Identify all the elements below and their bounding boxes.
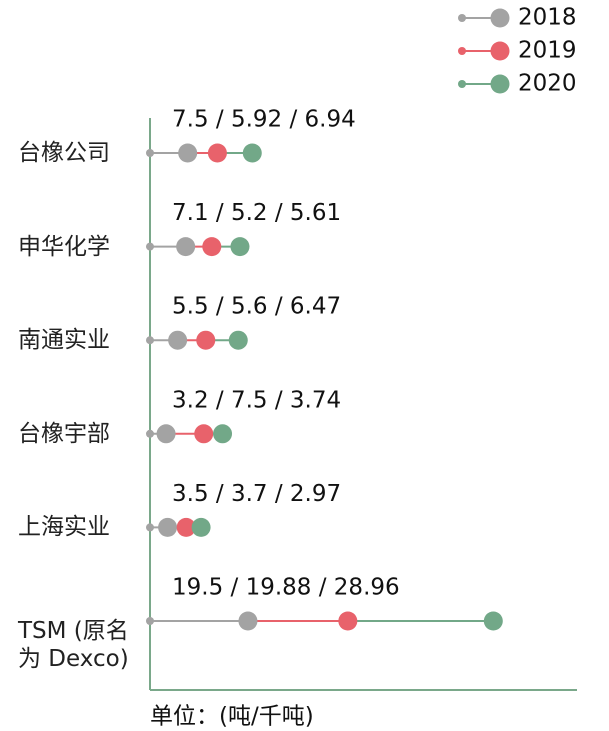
legend-small-dot bbox=[458, 14, 466, 22]
dot bbox=[338, 611, 358, 631]
value-label: 5.5 / 5.6 / 6.47 bbox=[172, 294, 341, 320]
dot bbox=[194, 424, 214, 444]
legend-label: 2019 bbox=[518, 38, 577, 64]
dot bbox=[238, 611, 258, 631]
category-label: TSM (原名为 Dexco) bbox=[18, 618, 129, 672]
legend-label: 2020 bbox=[518, 71, 577, 97]
category-label: 台橡宇部 bbox=[18, 420, 110, 447]
dot bbox=[230, 237, 250, 257]
dot bbox=[191, 517, 211, 537]
legend-dot bbox=[490, 41, 510, 61]
category-label: 申华化学 bbox=[18, 233, 110, 260]
dot bbox=[158, 517, 178, 537]
dot bbox=[207, 143, 227, 163]
start-dot bbox=[146, 429, 154, 438]
dot bbox=[156, 424, 176, 444]
legend-dot bbox=[490, 8, 510, 28]
value-label: 7.1 / 5.2 / 5.61 bbox=[172, 200, 341, 226]
dot bbox=[176, 517, 196, 537]
dot bbox=[168, 330, 188, 350]
legend-dot bbox=[490, 74, 510, 94]
dot bbox=[228, 330, 248, 350]
dot bbox=[213, 424, 233, 444]
start-dot bbox=[146, 617, 154, 625]
dot bbox=[176, 237, 196, 257]
dot bbox=[202, 237, 222, 257]
category-label: 上海实业 bbox=[18, 514, 110, 541]
legend-label: 2018 bbox=[518, 5, 577, 31]
dot bbox=[242, 143, 262, 163]
value-label: 3.5 / 3.7 / 2.97 bbox=[172, 481, 341, 507]
start-dot bbox=[146, 242, 154, 251]
dot bbox=[196, 330, 216, 350]
start-dot bbox=[146, 149, 154, 157]
start-dot bbox=[146, 336, 154, 345]
category-label: 南通实业 bbox=[18, 327, 110, 354]
dot bbox=[483, 611, 503, 631]
legend-small-dot bbox=[458, 47, 466, 55]
category-label: 台橡公司 bbox=[18, 140, 110, 166]
x-axis-label: 单位：(吨/千吨) bbox=[150, 704, 314, 730]
dot bbox=[178, 143, 198, 163]
value-label: 19.5 / 19.88 / 28.96 bbox=[172, 575, 400, 601]
value-label: 3.2 / 7.5 / 3.74 bbox=[172, 387, 341, 413]
legend-small-dot bbox=[458, 80, 466, 88]
value-label: 7.5 / 5.92 / 6.94 bbox=[172, 107, 356, 133]
start-dot bbox=[146, 523, 154, 532]
